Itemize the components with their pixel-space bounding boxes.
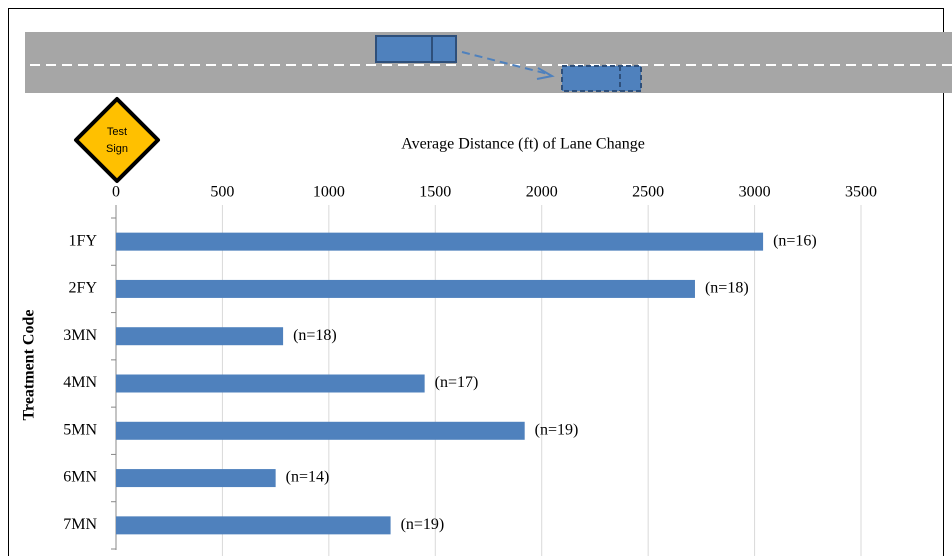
y-tick-label: 1FY xyxy=(69,232,98,249)
annotation: (n=17) xyxy=(435,374,479,391)
y-tick-label: 2FY xyxy=(69,280,98,297)
bar xyxy=(116,374,425,393)
y-axis-label: Treatment Code xyxy=(21,310,38,421)
x-tick-label: 0 xyxy=(112,184,120,201)
y-tick-label: 6MN xyxy=(63,469,97,486)
bar xyxy=(116,327,284,346)
y-tick-label: 4MN xyxy=(63,374,97,391)
x-tick-label: 1500 xyxy=(419,184,451,201)
x-tick-label: 500 xyxy=(210,184,234,201)
bar xyxy=(116,469,276,488)
bar xyxy=(116,516,391,535)
arrow-head xyxy=(536,67,555,80)
annotation: (n=18) xyxy=(293,327,337,344)
x-tick-label: 3000 xyxy=(739,184,771,201)
bar xyxy=(116,279,695,298)
road xyxy=(25,32,952,93)
x-tick-label: 2500 xyxy=(632,184,664,201)
y-tick-label: 3MN xyxy=(63,327,97,344)
bar xyxy=(116,421,525,440)
x-tick-label: 3500 xyxy=(845,184,877,201)
x-tick-label: 2000 xyxy=(526,184,558,201)
sign-text: Test xyxy=(107,126,127,138)
car-moved xyxy=(561,65,642,92)
annotation: (n=14) xyxy=(286,469,330,486)
annotation: (n=19) xyxy=(535,421,579,438)
annotation: (n=18) xyxy=(705,280,749,297)
y-tick-label: 5MN xyxy=(63,421,97,438)
annotation: (n=19) xyxy=(401,516,445,533)
y-tick-label: 7MN xyxy=(63,516,97,533)
bar xyxy=(116,232,764,251)
sign xyxy=(74,97,160,183)
annotation: (n=16) xyxy=(773,232,817,249)
sign-text: Sign xyxy=(106,143,128,155)
car xyxy=(375,35,457,63)
arrow xyxy=(461,51,549,75)
chart-title: Average Distance (ft) of Lane Change xyxy=(401,136,645,153)
x-tick-label: 1000 xyxy=(313,184,345,201)
